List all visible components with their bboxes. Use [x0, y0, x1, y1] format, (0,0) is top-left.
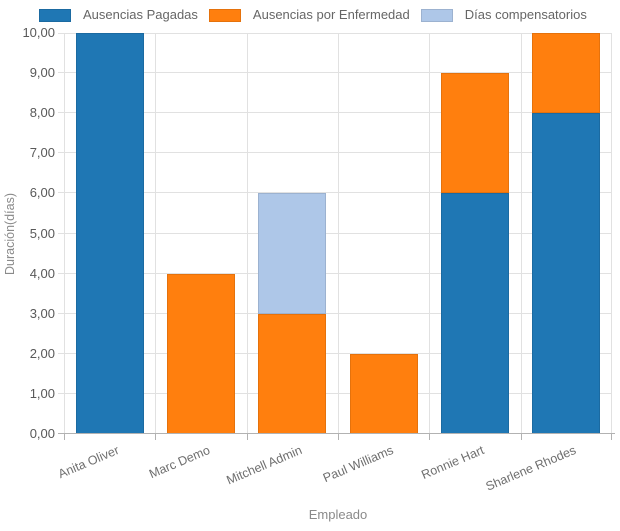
y-tick-label: 3,00 [29, 305, 55, 321]
x-label-paul-williams: Paul Williams [320, 443, 396, 486]
bar-marc-demo-ausencias-por-enfermedad[interactable] [167, 273, 235, 434]
x-tick-mark [338, 434, 339, 440]
x-tick-mark [246, 434, 248, 440]
x-tick-mark [611, 434, 612, 440]
y-gridline [58, 72, 612, 74]
y-tick-label: 9,00 [29, 65, 55, 81]
y-tick-label: 7,00 [29, 145, 55, 161]
x-gridline [64, 33, 65, 434]
legend-item-ausencias-por-enfermedad[interactable]: Ausencias por Enfermedad [208, 7, 410, 23]
y-axis-title: Duración(días) [3, 193, 17, 275]
legend-item-dias-compensatorios[interactable]: Días compensatorios [420, 7, 587, 23]
y-gridline [58, 112, 612, 114]
x-tick-mark [429, 434, 431, 440]
y-tick-label: 2,00 [29, 345, 55, 361]
bar-sharlene-rhodes-ausencias-por-enfermedad[interactable] [532, 33, 601, 114]
x-gridline [520, 33, 522, 434]
y-gridline [58, 392, 612, 394]
x-gridline [611, 33, 612, 434]
y-gridline [58, 152, 612, 154]
y-tick-label: 6,00 [29, 185, 55, 201]
bar-paul-williams-ausencias-por-enfermedad[interactable] [349, 353, 418, 434]
y-tick-label: 0,00 [29, 426, 55, 441]
bar-ronnie-hart-ausencias-por-enfermedad[interactable] [441, 73, 509, 194]
x-label-mitchell-admin: Mitchell Admin [224, 443, 304, 488]
plot-area [58, 33, 612, 434]
bar-mitchell-admin-dias-compensatorios[interactable] [258, 193, 327, 314]
x-gridline [338, 33, 339, 434]
x-tick-mark [64, 434, 65, 440]
x-axis-title: Empleado [308, 507, 368, 522]
bar-anita-oliver-ausencias-pagadas[interactable] [75, 33, 144, 434]
y-gridline [58, 352, 612, 354]
bar-mitchell-admin-ausencias-por-enfermedad[interactable] [258, 313, 327, 434]
x-label-ronnie-hart: Ronnie Hart [419, 443, 487, 482]
y-tick-label: 1,00 [29, 385, 55, 401]
legend-swatch-icon [208, 8, 241, 22]
legend-item-label: Días compensatorios [464, 7, 587, 22]
bar-ronnie-hart-ausencias-pagadas[interactable] [441, 193, 509, 434]
y-gridline [58, 33, 612, 34]
legend-swatch-icon [420, 8, 453, 22]
x-label-anita-oliver: Anita Oliver [56, 443, 122, 482]
x-tick-mark [520, 434, 522, 440]
y-gridline [58, 192, 612, 194]
x-gridline [246, 33, 248, 434]
y-tick-label: 10,00 [22, 25, 55, 40]
y-tick-label: 5,00 [29, 225, 55, 241]
x-gridline [429, 33, 431, 434]
legend-item-label: Ausencias Pagadas [83, 7, 198, 22]
y-gridline [58, 312, 612, 314]
chart-legend: Ausencias Pagadas Ausencias por Enfermeda… [39, 7, 598, 23]
y-gridline [58, 232, 612, 234]
x-label-marc-demo: Marc Demo [147, 443, 213, 482]
x-label-sharlene-rhodes: Sharlene Rhodes [483, 443, 578, 494]
y-gridline [58, 272, 612, 274]
x-gridline [155, 33, 157, 434]
y-tick-label: 8,00 [29, 105, 55, 121]
y-tick-label: 4,00 [29, 265, 55, 281]
bar-sharlene-rhodes-ausencias-pagadas[interactable] [532, 113, 601, 434]
x-tick-mark [155, 434, 157, 440]
x-axis-line [58, 433, 615, 434]
legend-swatch-icon [39, 8, 71, 22]
legend-item-ausencias-pagadas[interactable]: Ausencias Pagadas [39, 7, 198, 23]
legend-item-label: Ausencias por Enfermedad [252, 7, 410, 22]
